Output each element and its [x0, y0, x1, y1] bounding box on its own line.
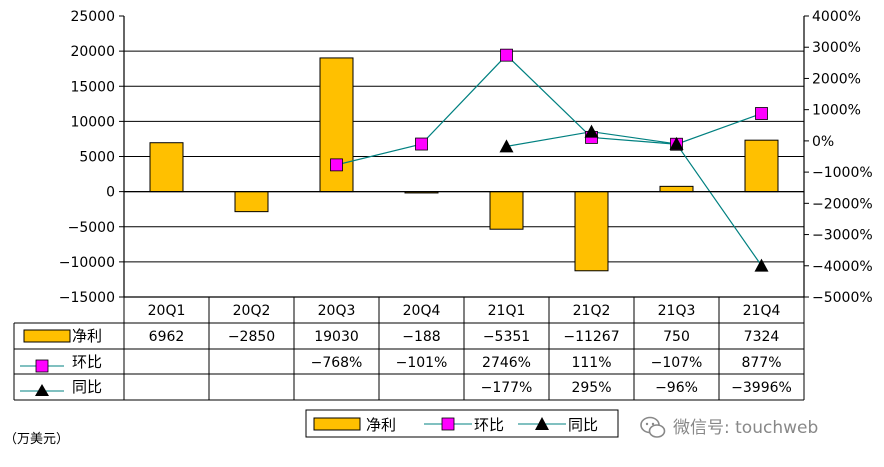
category-label: 21Q3 — [658, 303, 696, 319]
right-tick-label: −1000% — [812, 165, 873, 181]
legend-label: 环比 — [474, 416, 504, 434]
marker-环比 — [415, 137, 428, 151]
bar-21Q2 — [574, 191, 609, 272]
right-tick-label: 3000% — [812, 40, 861, 56]
marker-同比 — [499, 139, 514, 153]
data-label: −101% — [396, 355, 448, 371]
right-tick-label: 2000% — [812, 71, 861, 87]
left-tick-label: −5000 — [68, 220, 115, 236]
table-key — [23, 329, 71, 343]
bar-21Q1 — [489, 191, 524, 230]
marker-环比 — [330, 158, 343, 172]
category-label: 20Q3 — [318, 303, 356, 319]
left-tick-label: 25000 — [70, 9, 115, 25]
table-key-marker — [35, 359, 49, 373]
watermark: 微信号: touchweb — [640, 416, 818, 438]
right-tick-label: −5000% — [812, 290, 873, 306]
legend-marker — [441, 417, 455, 431]
left-tick-label: 15000 — [70, 79, 115, 95]
data-label: −177% — [481, 380, 533, 396]
legend-label: 净利 — [366, 416, 396, 434]
data-label: −768% — [311, 355, 363, 371]
bar-21Q3 — [659, 185, 694, 193]
series-lines — [336, 54, 762, 266]
left-tick-label: −10000 — [59, 255, 115, 271]
left-tick-label: 5000 — [79, 150, 115, 166]
legend: 净利 环比 同比 — [305, 409, 619, 438]
right-tick-label: −2000% — [812, 196, 873, 212]
table-key-marker — [35, 384, 49, 396]
bar-21Q4 — [744, 139, 779, 193]
right-axis: 4000% 3000% 2000% 1000% 0% −1000% −2000% −3000%… — [804, 9, 873, 306]
category-label: 21Q1 — [488, 303, 526, 319]
legend-key-净利 — [313, 417, 361, 431]
category-label: 20Q4 — [403, 303, 441, 319]
left-tick-label: 0 — [106, 185, 115, 201]
left-axis: 25000 20000 15000 10000 5000 0 −5000 −10000 −150… — [59, 9, 124, 306]
legend-marker — [535, 417, 549, 430]
left-tick-label: −15000 — [59, 290, 115, 306]
data-label: 6962 — [149, 329, 185, 345]
net-profit-bars — [149, 57, 779, 272]
bar-20Q2 — [234, 191, 269, 213]
right-tick-label: 1000% — [812, 103, 861, 119]
wechat-icon — [640, 416, 666, 438]
data-label: −11267 — [563, 329, 619, 345]
series-markers — [330, 48, 769, 272]
marker-同比 — [754, 258, 769, 272]
category-label: 21Q2 — [573, 303, 611, 319]
unit-label: （万美元） — [4, 432, 69, 447]
data-label: 750 — [663, 329, 690, 345]
gridlines — [124, 50, 804, 263]
right-tick-label: −3000% — [812, 228, 873, 244]
data-label: −96% — [655, 380, 698, 396]
marker-环比 — [500, 48, 513, 62]
left-tick-label: 10000 — [70, 114, 115, 130]
bar-20Q3 — [319, 57, 354, 193]
series-name: 环比 — [72, 353, 102, 371]
data-label: −2850 — [228, 329, 275, 345]
legend-label: 同比 — [568, 416, 598, 434]
watermark-text: 微信号: touchweb — [673, 418, 818, 438]
data-label: 2746% — [482, 355, 531, 371]
right-tick-label: 4000% — [812, 9, 861, 25]
data-label: 7324 — [744, 329, 780, 345]
right-tick-label: −4000% — [812, 259, 873, 275]
bar-20Q1 — [149, 142, 184, 193]
series-name: 同比 — [72, 378, 102, 396]
series-name: 净利 — [72, 327, 102, 345]
category-label: 20Q2 — [233, 303, 271, 319]
right-tick-label: 0% — [812, 134, 834, 150]
data-label: −107% — [651, 355, 703, 371]
data-label: 19030 — [314, 329, 359, 345]
data-label: −3996% — [731, 380, 792, 396]
data-label: 877% — [741, 355, 781, 371]
marker-环比 — [755, 107, 768, 120]
marker-同比 — [669, 136, 684, 150]
category-label: 21Q4 — [743, 303, 781, 319]
line-同比 — [506, 131, 762, 266]
line-环比 — [336, 54, 762, 166]
data-label: 295% — [571, 380, 611, 396]
data-label: −188 — [402, 329, 440, 345]
marker-同比 — [584, 124, 599, 138]
data-label: −5351 — [483, 329, 530, 345]
data-label: 111% — [571, 355, 611, 371]
left-tick-label: 20000 — [70, 44, 115, 60]
category-label: 20Q1 — [148, 303, 186, 319]
data-table: 20Q1 20Q2 20Q3 20Q4 21Q1 21Q2 21Q3 21Q4 净利 6962 −2… — [13, 296, 805, 401]
